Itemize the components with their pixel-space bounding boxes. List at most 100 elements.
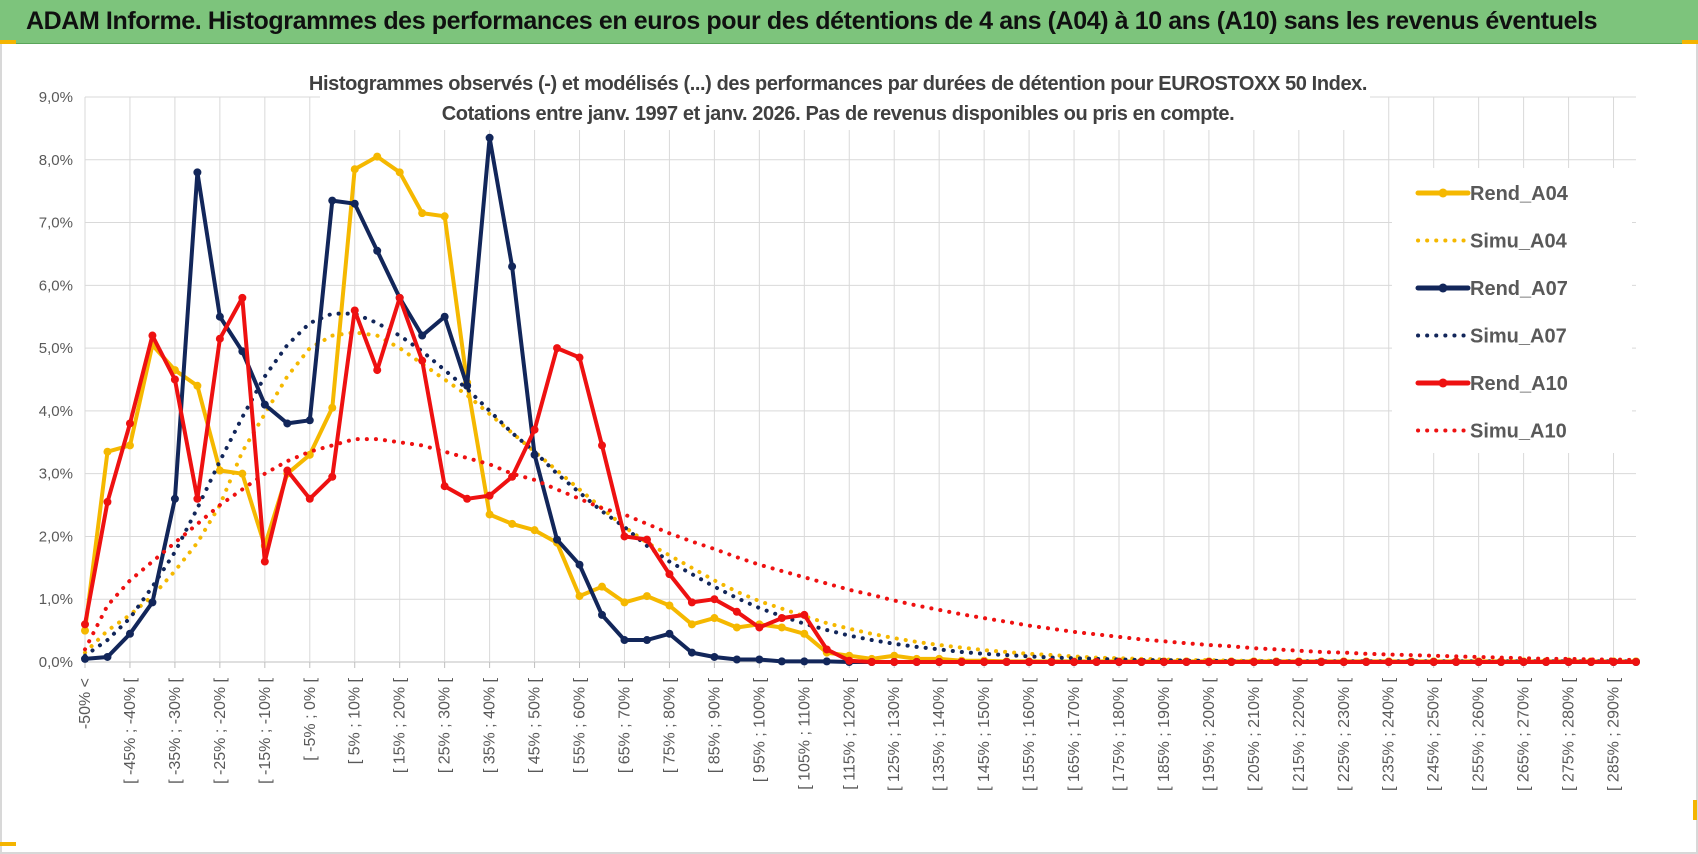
x-tick-label: [ 255% ; 260% [ bbox=[1471, 677, 1488, 791]
x-tick-label: [ -35% ; -30% [ bbox=[167, 677, 184, 783]
x-tick-label: [ -5% ; 0% [ bbox=[302, 677, 319, 760]
data-point-rend-a07 bbox=[642, 636, 651, 645]
data-point-rend-a04 bbox=[890, 651, 899, 660]
data-point-rend-a10 bbox=[1137, 658, 1146, 666]
y-tick-label: 7,0% bbox=[39, 215, 73, 232]
x-tick-label: [ 85% ; 90% [ bbox=[706, 677, 723, 773]
data-point-rend-a10 bbox=[193, 494, 202, 503]
x-tick-label: [ -15% ; -10% [ bbox=[257, 677, 274, 783]
data-point-rend-a10 bbox=[1429, 658, 1438, 666]
data-point-rend-a10 bbox=[755, 623, 764, 632]
corner-mark-side-right bbox=[1693, 800, 1697, 820]
data-point-rend-a07 bbox=[620, 636, 629, 645]
data-point-rend-a04 bbox=[575, 592, 584, 601]
data-point-rend-a04 bbox=[125, 441, 134, 450]
x-tick-label: [ 65% ; 70% [ bbox=[616, 677, 633, 773]
data-point-rend-a10 bbox=[125, 419, 134, 428]
data-point-rend-a10 bbox=[1497, 658, 1506, 666]
x-tick-label: [ 265% ; 270% [ bbox=[1516, 677, 1533, 791]
data-point-rend-a04 bbox=[732, 623, 741, 632]
data-point-rend-a04 bbox=[103, 447, 112, 456]
x-tick-label: [ 15% ; 20% [ bbox=[392, 677, 409, 773]
legend-label-rend-a07: Rend_A07 bbox=[1470, 278, 1568, 300]
x-tick-label: [ -45% ; -40% [ bbox=[122, 677, 139, 783]
legend-marker-rend-a10 bbox=[1438, 378, 1448, 388]
data-point-rend-a04 bbox=[710, 614, 719, 623]
data-point-rend-a07 bbox=[418, 331, 427, 340]
data-point-rend-a07 bbox=[665, 629, 674, 638]
data-point-rend-a07 bbox=[215, 312, 224, 321]
data-point-rend-a10 bbox=[1317, 658, 1326, 666]
data-point-rend-a07 bbox=[103, 652, 112, 661]
x-tick-label: [ 205% ; 210% [ bbox=[1246, 677, 1263, 791]
corner-mark-top-right bbox=[1682, 40, 1698, 44]
x-tick-label: [ 155% ; 160% [ bbox=[1021, 677, 1038, 791]
data-point-rend-a10 bbox=[980, 658, 989, 666]
data-point-rend-a10 bbox=[957, 658, 966, 666]
data-point-rend-a10 bbox=[260, 557, 269, 566]
data-point-rend-a10 bbox=[1070, 658, 1079, 666]
x-tick-label: [ 75% ; 80% [ bbox=[661, 677, 678, 773]
data-point-rend-a07 bbox=[260, 400, 269, 409]
data-point-rend-a10 bbox=[350, 306, 359, 315]
x-tick-label: [ 95% ; 100% [ bbox=[751, 677, 768, 782]
data-point-rend-a04 bbox=[418, 209, 427, 218]
legend-label-rend-a04: Rend_A04 bbox=[1470, 183, 1569, 205]
x-tick-label: [ 145% ; 150% [ bbox=[976, 677, 993, 791]
x-tick-label: [ 185% ; 190% [ bbox=[1156, 677, 1173, 791]
data-point-rend-a10 bbox=[238, 293, 247, 302]
data-point-rend-a10 bbox=[1182, 658, 1191, 666]
data-point-rend-a10 bbox=[1384, 658, 1393, 666]
data-point-rend-a10 bbox=[148, 331, 157, 340]
data-point-rend-a07 bbox=[800, 657, 809, 666]
data-point-rend-a10 bbox=[1362, 658, 1371, 666]
data-point-rend-a10 bbox=[935, 658, 944, 666]
data-point-rend-a10 bbox=[1632, 658, 1640, 666]
data-point-rend-a10 bbox=[845, 656, 854, 665]
data-point-rend-a10 bbox=[575, 353, 584, 362]
data-point-rend-a04 bbox=[440, 212, 449, 221]
data-point-rend-a10 bbox=[373, 366, 382, 375]
data-point-rend-a10 bbox=[890, 658, 899, 666]
corner-mark-top-left bbox=[0, 40, 16, 44]
y-tick-label: 3,0% bbox=[39, 466, 73, 483]
x-tick-label: [ 245% ; 250% [ bbox=[1426, 677, 1443, 791]
y-tick-label: 5,0% bbox=[39, 340, 73, 357]
data-point-rend-a07 bbox=[125, 629, 134, 638]
data-point-rend-a07 bbox=[170, 494, 179, 503]
data-point-rend-a07 bbox=[575, 560, 584, 569]
data-point-rend-a07 bbox=[328, 196, 337, 205]
legend-label-simu-a10: Simu_A10 bbox=[1470, 421, 1567, 443]
data-point-rend-a10 bbox=[1092, 658, 1101, 666]
series-line-rend-a10 bbox=[83, 295, 1638, 664]
data-point-rend-a07 bbox=[148, 598, 157, 607]
x-tick-label: [ 165% ; 170% [ bbox=[1066, 677, 1083, 791]
data-point-rend-a07 bbox=[463, 381, 472, 390]
y-tick-label: 4,0% bbox=[39, 403, 73, 420]
data-point-rend-a10 bbox=[1249, 658, 1258, 666]
data-point-rend-a10 bbox=[103, 497, 112, 506]
data-point-rend-a04 bbox=[238, 469, 247, 478]
x-tick-label: [ 235% ; 240% [ bbox=[1381, 677, 1398, 791]
data-point-rend-a07 bbox=[732, 655, 741, 664]
data-point-rend-a10 bbox=[170, 375, 179, 384]
x-tick-label: [ 275% ; 280% [ bbox=[1561, 677, 1578, 791]
data-point-rend-a07 bbox=[822, 657, 831, 666]
data-point-rend-a10 bbox=[508, 472, 517, 481]
y-tick-label: 8,0% bbox=[39, 152, 73, 169]
data-point-rend-a07 bbox=[553, 535, 562, 544]
report-title: ADAM Informe. Histogrammes des performan… bbox=[26, 7, 1598, 35]
x-tick-label: [ 225% ; 230% [ bbox=[1336, 677, 1353, 791]
data-point-rend-a10 bbox=[418, 356, 427, 365]
y-tick-label: 9,0% bbox=[39, 89, 73, 106]
corner-mark-bottom-left bbox=[0, 842, 16, 846]
data-point-rend-a04 bbox=[665, 601, 674, 610]
legend-label-rend-a10: Rend_A10 bbox=[1470, 373, 1568, 395]
x-tick-label: [ 175% ; 180% [ bbox=[1111, 677, 1128, 791]
x-tick-label: [ 135% ; 140% [ bbox=[931, 677, 948, 791]
x-tick-label: [ 35% ; 40% [ bbox=[482, 677, 499, 773]
data-point-rend-a04 bbox=[215, 466, 224, 475]
data-point-rend-a07 bbox=[440, 312, 449, 321]
x-tick-label: [ 195% ; 200% [ bbox=[1201, 677, 1218, 791]
data-point-rend-a07 bbox=[350, 199, 359, 208]
